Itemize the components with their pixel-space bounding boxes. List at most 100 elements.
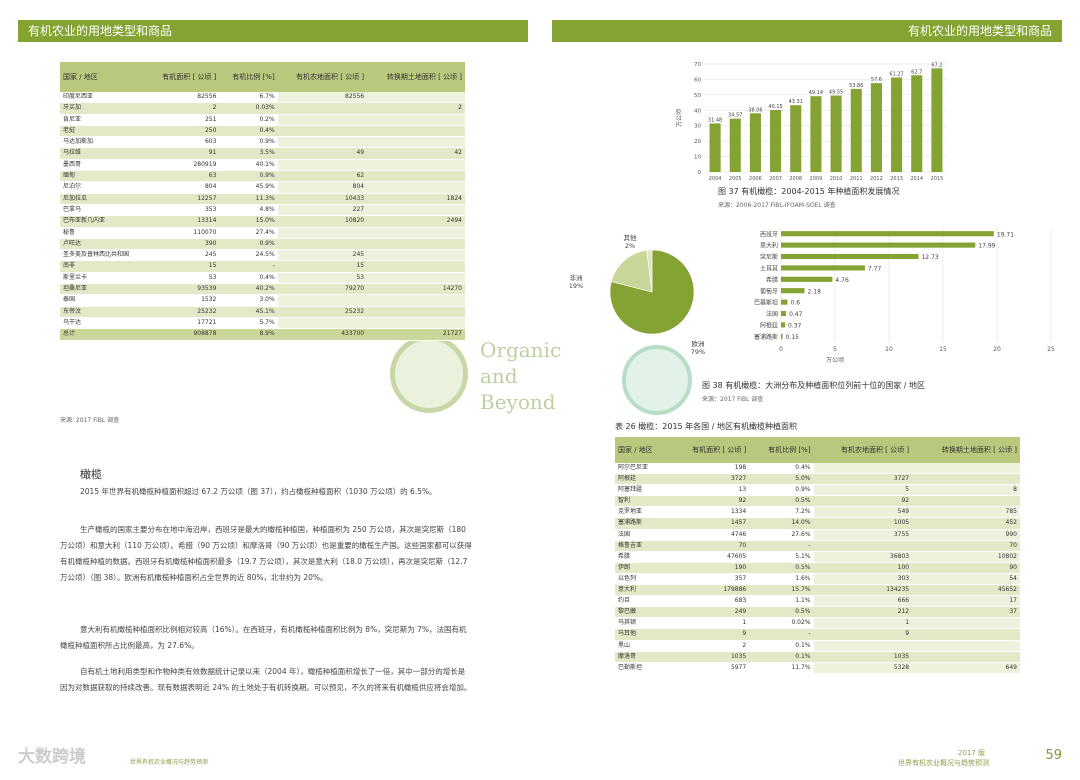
table-cell: 10802 <box>912 551 1020 563</box>
footer-left-title: 世界有机农业概况与趋势预测 <box>130 759 209 766</box>
table-cell: 5.1% <box>749 551 814 563</box>
table-cell: 1.6% <box>749 573 814 586</box>
table-cell <box>367 170 465 183</box>
table-cell: 45.1% <box>219 306 278 318</box>
table-cell: 649 <box>912 662 1020 674</box>
table-row: 斯里兰卡 53 0.4% 53 <box>60 272 465 285</box>
table-cell: 70 <box>669 540 750 552</box>
table-cell: 15 <box>146 260 220 273</box>
table-cell: 11.3% <box>219 193 278 205</box>
bar-value-label: 4.76 <box>835 277 849 284</box>
table-cell: 格鲁吉亚 <box>615 540 670 552</box>
table-row: 墨西哥 280919 40.1% <box>60 159 465 172</box>
table-cell: 13 <box>669 484 750 497</box>
x-tick-label: 2008 <box>789 176 802 182</box>
table-cell <box>367 181 465 194</box>
table-cell: 0.1% <box>749 640 814 652</box>
section-title: 橄榄 <box>80 468 102 481</box>
bar-value-label: 61.27 <box>889 71 903 77</box>
table-cell: 82556 <box>277 92 368 104</box>
table-cell: 179886 <box>669 584 750 597</box>
table-cell: 251 <box>146 114 220 126</box>
table-row: 总计 908878 8.9% 433700 21727 <box>60 328 465 341</box>
bar <box>790 105 802 172</box>
table2-caption: 表 26 橄榄：2015 年各国 / 地区有机橄榄种植面积 <box>615 422 797 431</box>
table-cell: 塞浦路斯 <box>615 517 670 530</box>
table-cell: 0.5% <box>749 606 814 619</box>
table-cell: 7.2% <box>749 506 814 519</box>
table-cell <box>912 640 1020 652</box>
table-cell: 墨西哥 <box>60 159 147 172</box>
table-row: 阿尔巴尼亚 198 0.4% <box>615 463 1020 475</box>
table-cell <box>367 272 465 285</box>
table-cell: 110070 <box>146 227 220 239</box>
pie-slice-name: 其他 <box>624 233 638 242</box>
table-row: 阿根廷 3727 5.0% 3727 <box>615 473 1020 486</box>
olive-area-table: 国家 / 地区 有机面积 [ 公顷 ] 有机比例 [%] 有机农地面积 [ 公顷 ] 转… <box>615 437 1020 674</box>
y-tick-label: 40 <box>694 108 701 114</box>
chart-38-top-ten-bar-chart: 0 5 10 15 20 25 万公顷 西班牙 19.71 意大利 17.99 突尼斯 12.73 土耳其… <box>754 228 1055 364</box>
bar-value-label: 49.55 <box>829 90 843 96</box>
pie-slice-pct: 19% <box>570 282 583 290</box>
bar-value-label: 34.57 <box>728 113 742 119</box>
bar-value-label: 62.7 <box>911 69 922 75</box>
category-label: 西班牙 <box>760 230 778 238</box>
category-label: 葡萄牙 <box>760 287 778 295</box>
table-row: 肯尼亚 251 0.2% <box>60 114 465 126</box>
table-cell: 1035 <box>813 651 913 663</box>
table-cell: 12257 <box>146 193 220 205</box>
table-cell: 549 <box>813 506 913 519</box>
table-cell: 0.03% <box>219 102 278 115</box>
bar <box>709 123 721 172</box>
table-cell: - <box>749 540 814 552</box>
column-header: 有机比例 [%] <box>219 62 278 92</box>
table-cell: - <box>219 260 278 273</box>
table-cell: 25232 <box>277 306 368 318</box>
bar <box>781 253 919 260</box>
bar <box>830 95 842 172</box>
category-label: 土耳其 <box>760 264 778 272</box>
table-cell: 134235 <box>813 584 913 597</box>
table-cell: 21727 <box>367 328 465 341</box>
table-cell: 0.2% <box>219 114 278 126</box>
bar <box>911 75 923 172</box>
table-cell <box>277 317 368 330</box>
category-label: 突尼斯 <box>760 253 778 261</box>
table-cell: 5.0% <box>749 473 814 486</box>
bar-value-label: 0.37 <box>788 322 802 329</box>
table-cell <box>277 125 368 138</box>
table-cell: - <box>749 628 814 641</box>
bar-value-label: 0.15 <box>786 334 800 341</box>
table-cell <box>367 125 465 138</box>
category-label: 意大利 <box>760 242 778 250</box>
table-cell: 190 <box>669 562 750 574</box>
y-tick-label: 10 <box>694 155 701 161</box>
table-cell <box>277 136 368 149</box>
x-tick-label: 25 <box>1047 346 1055 353</box>
table-cell: 阿塞拜疆 <box>615 484 670 497</box>
table-cell: 巴勒斯坦 <box>615 662 670 674</box>
table-cell: 15.7% <box>749 584 814 597</box>
table-cell: 4746 <box>669 529 750 541</box>
y-tick-label: 30 <box>694 124 701 130</box>
table-cell: 13314 <box>146 215 220 228</box>
header-left: 有机农业的用地类型和商品 <box>18 20 528 42</box>
table-row: 南非 15-15 <box>60 260 465 273</box>
bar-value-label: 2.18 <box>808 288 822 295</box>
table-cell: 巴布亚新几内亚 <box>60 215 147 228</box>
table-cell: 5.7% <box>219 317 278 330</box>
table-cell: 马拉维 <box>60 147 147 160</box>
table-row: 卢旺达 390 0.9% <box>60 238 465 251</box>
column-header: 有机农地面积 [ 公顷 ] <box>277 62 368 92</box>
table-cell <box>367 249 465 262</box>
bar-value-label: 0.47 <box>789 311 803 318</box>
pie-slice <box>646 249 653 293</box>
table-cell: 683 <box>669 595 750 608</box>
bar-value-label: 67.2 <box>931 62 942 68</box>
table-cell: 15 <box>277 260 368 273</box>
table-cell <box>367 317 465 330</box>
paragraph-2: 生产橄榄的国家主要分布在地中海沿岸，西班牙是最大的橄榄种植国，种植面积为 250… <box>60 525 472 582</box>
table-cell: 804 <box>146 181 220 194</box>
table-row: 圣多美及普林西比共和国 245 24.5% 245 <box>60 249 465 262</box>
